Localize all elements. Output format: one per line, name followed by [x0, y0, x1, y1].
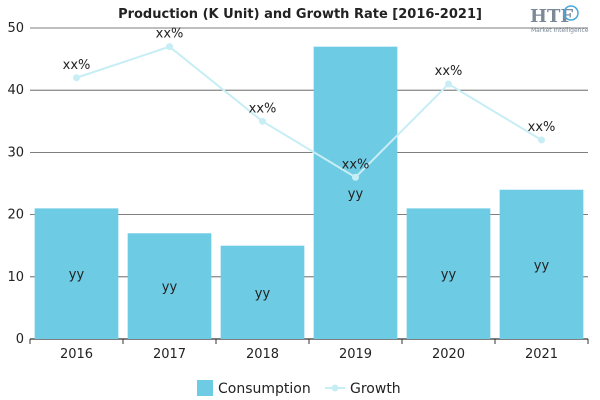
axes: 0 10 20 30 40 50 2016 2017 2018 2019 2020 2021: [7, 21, 589, 362]
bar-data-label: yy: [255, 286, 271, 301]
x-tick-label: 2017: [153, 347, 186, 362]
legend-consumption-swatch: [197, 380, 213, 396]
consumption-bar: [406, 208, 491, 339]
logo: HTF Market Intelligence: [530, 5, 589, 34]
legend-growth-marker: [331, 384, 339, 392]
legend: Consumption Growth: [197, 380, 401, 397]
logo-subtext: Market Intelligence: [531, 27, 589, 34]
x-tick-label: 2019: [339, 347, 372, 362]
logo-text: HTF: [530, 6, 573, 27]
consumption-bars: yy yy yy yy yy yy: [34, 46, 584, 339]
consumption-bar: [127, 233, 212, 339]
x-tick-label: 2016: [60, 347, 93, 362]
x-tick-label: 2021: [525, 347, 558, 362]
growth-point: [259, 117, 266, 125]
y-tick-label: 0: [16, 332, 24, 347]
bar-data-label: yy: [162, 280, 178, 295]
growth-line: xx% xx% xx% xx% xx% xx%: [63, 27, 556, 181]
x-tick-label: 2020: [432, 347, 465, 362]
growth-series-line: [76, 45, 543, 179]
consumption-bar: [220, 245, 305, 339]
growth-data-label: xx%: [342, 157, 370, 172]
growth-point: [445, 80, 452, 88]
growth-data-label: xx%: [156, 27, 184, 42]
globe-icon: [563, 5, 579, 21]
y-tick-label: 40: [7, 83, 24, 98]
growth-data-label: xx%: [249, 101, 277, 116]
bar-data-label: yy: [69, 268, 85, 283]
growth-data-label: xx%: [63, 58, 91, 73]
legend-consumption-label: Consumption: [218, 381, 311, 397]
consumption-bar: [313, 46, 398, 339]
y-tick-label: 30: [7, 145, 24, 160]
y-tick-label: 20: [7, 208, 24, 223]
bar-data-label: yy: [348, 187, 364, 202]
y-tick-label: 50: [7, 21, 24, 36]
growth-data-label: xx%: [435, 64, 463, 79]
growth-point: [166, 43, 173, 51]
x-tick-label: 2018: [246, 347, 279, 362]
chart-title: Production (K Unit) and Growth Rate [201…: [118, 7, 482, 22]
growth-point: [538, 136, 545, 144]
growth-point: [73, 74, 80, 82]
legend-growth-label: Growth: [350, 381, 401, 397]
growth-point: [352, 173, 359, 181]
bar-data-label: yy: [534, 258, 550, 273]
consumption-bar: [34, 208, 119, 339]
bar-data-label: yy: [441, 268, 457, 283]
growth-data-label: xx%: [528, 120, 556, 135]
consumption-bar: [499, 189, 584, 339]
y-tick-label: 10: [7, 270, 24, 285]
